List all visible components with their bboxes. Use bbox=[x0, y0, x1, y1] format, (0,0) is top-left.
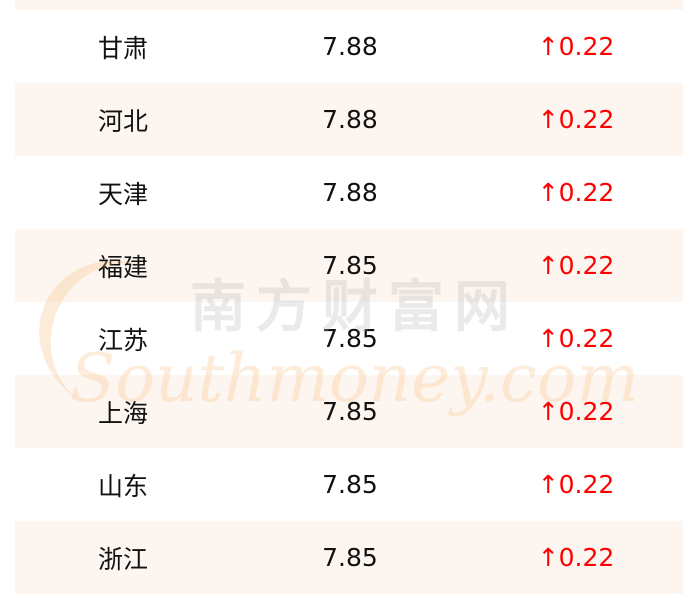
price-cell: 7.85 bbox=[322, 324, 378, 353]
table-row: 河北 7.88 ↑0.22 bbox=[15, 83, 683, 156]
table-row bbox=[15, 0, 683, 10]
change-cell: ↑0.22 bbox=[537, 32, 615, 61]
price-table: 甘肃 7.88 ↑0.22 河北 7.88 ↑0.22 天津 7.88 ↑0.2… bbox=[15, 0, 683, 594]
region-cell: 山东 bbox=[97, 471, 148, 501]
region-cell: 河北 bbox=[97, 106, 148, 136]
region-cell: 浙江 bbox=[97, 544, 148, 574]
price-cell: 7.88 bbox=[322, 32, 378, 61]
price-cell: 7.85 bbox=[322, 543, 378, 572]
region-cell: 福建 bbox=[97, 252, 148, 282]
table-row: 浙江 7.85 ↑0.22 bbox=[15, 521, 683, 594]
region-cell: 上海 bbox=[97, 398, 148, 428]
price-cell: 7.88 bbox=[322, 105, 378, 134]
change-cell: ↑0.22 bbox=[537, 470, 615, 499]
region-cell: 天津 bbox=[97, 179, 148, 209]
table-row: 福建 7.85 ↑0.22 bbox=[15, 229, 683, 302]
region-cell: 江苏 bbox=[97, 325, 148, 355]
table-row: 甘肃 7.88 ↑0.22 bbox=[15, 10, 683, 83]
change-cell: ↑0.22 bbox=[537, 397, 615, 426]
table-row: 天津 7.88 ↑0.22 bbox=[15, 156, 683, 229]
price-cell: 7.85 bbox=[322, 251, 378, 280]
price-cell: 7.85 bbox=[322, 397, 378, 426]
price-cell: 7.88 bbox=[322, 178, 378, 207]
change-cell: ↑0.22 bbox=[537, 324, 615, 353]
change-cell: ↑0.22 bbox=[537, 251, 615, 280]
change-cell: ↑0.22 bbox=[537, 543, 615, 572]
change-cell: ↑0.22 bbox=[537, 105, 615, 134]
price-cell: 7.85 bbox=[322, 470, 378, 499]
table-row: 江苏 7.85 ↑0.22 bbox=[15, 302, 683, 375]
table-row: 上海 7.85 ↑0.22 bbox=[15, 375, 683, 448]
region-cell: 甘肃 bbox=[97, 33, 148, 63]
table-row: 山东 7.85 ↑0.22 bbox=[15, 448, 683, 521]
change-cell: ↑0.22 bbox=[537, 178, 615, 207]
